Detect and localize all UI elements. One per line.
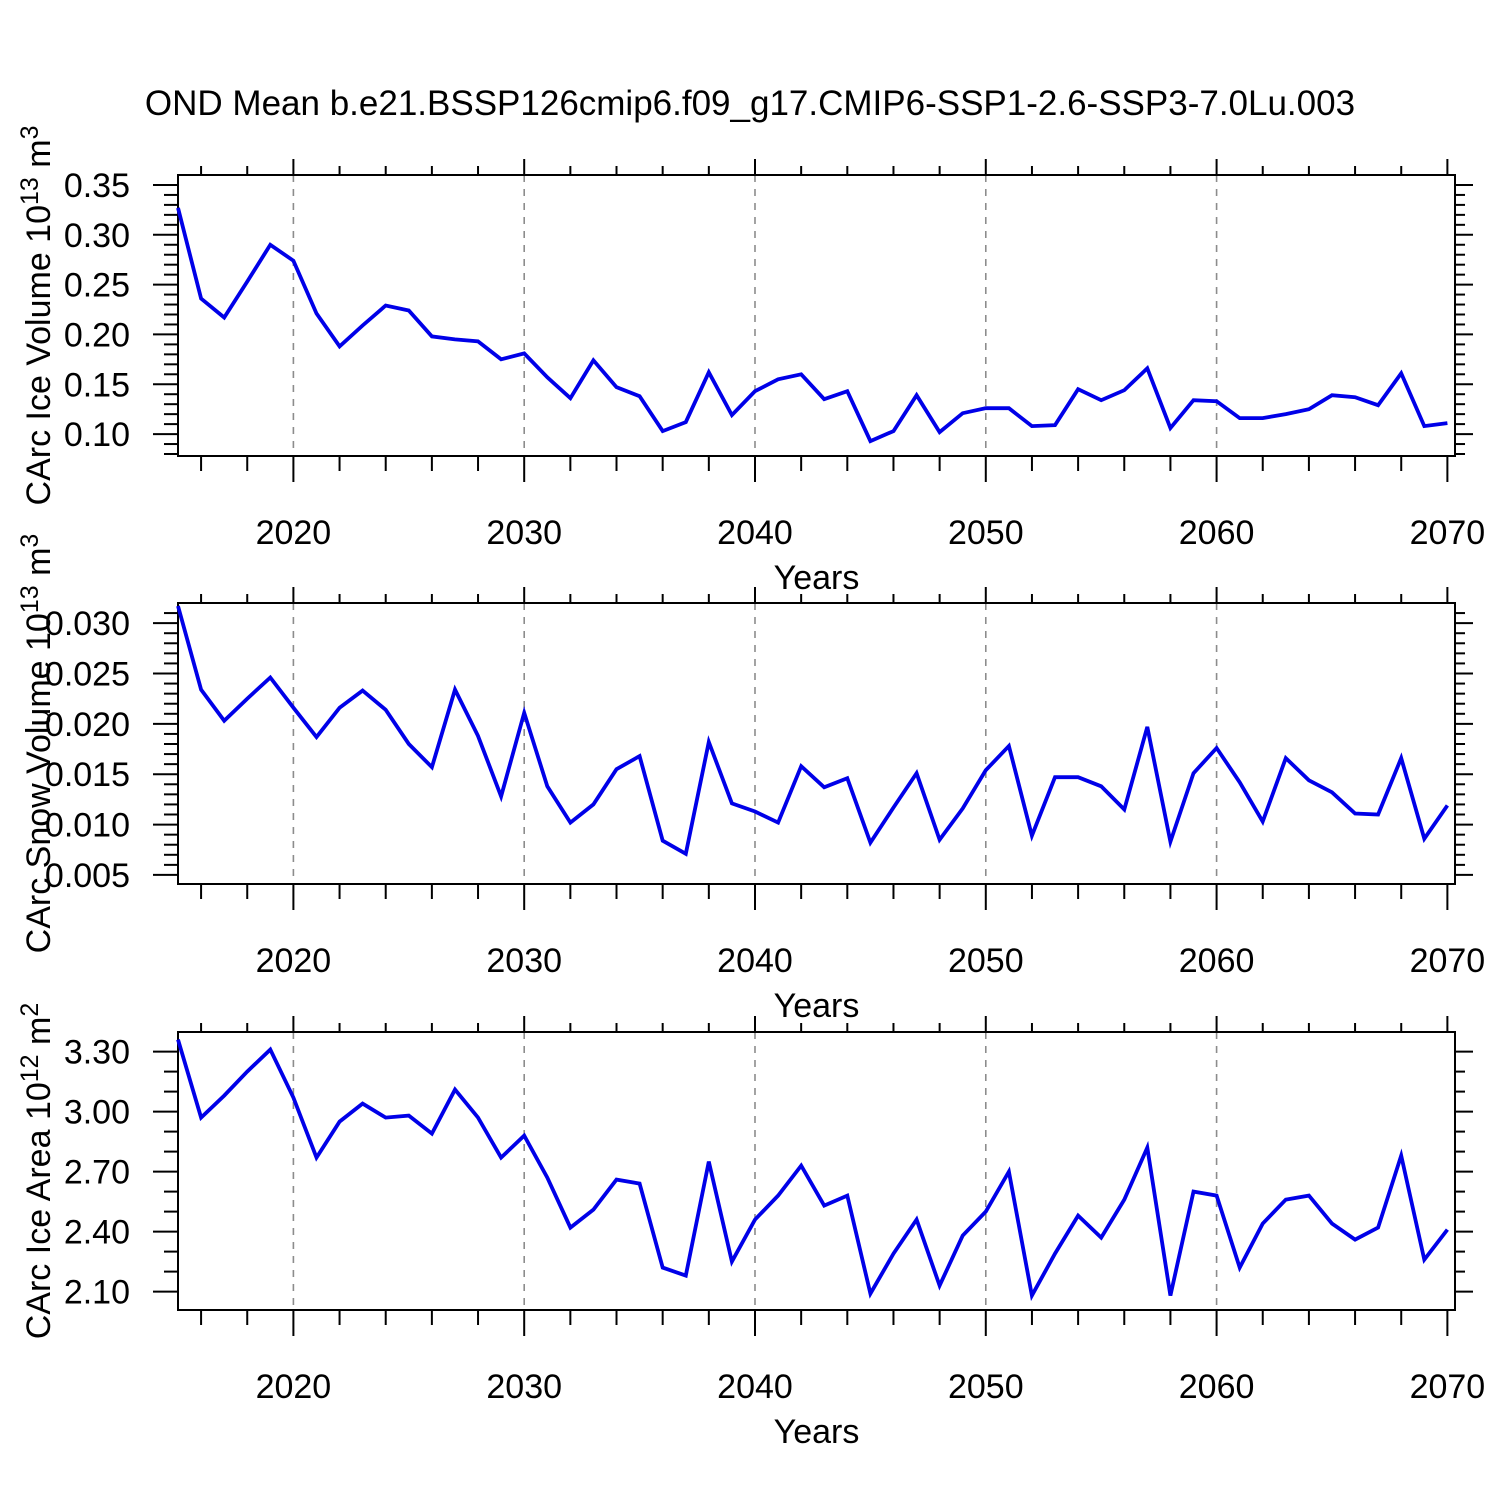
x-axis-label: Years — [774, 987, 860, 1025]
x-tick-label: 2060 — [1179, 942, 1255, 980]
figure-title: OND Mean b.e21.BSSP126cmip6.f09_g17.CMIP… — [144, 84, 1356, 123]
y-tick-label: 0.10 — [64, 416, 130, 454]
x-tick-label: 2050 — [948, 942, 1024, 980]
y-tick-label: 0.20 — [64, 316, 130, 354]
x-tick-label: 2040 — [717, 514, 793, 552]
x-tick-label: 2070 — [1410, 942, 1486, 980]
axis-box — [177, 602, 1456, 885]
x-tick-label: 2050 — [948, 1368, 1024, 1406]
x-tick-label: 2050 — [948, 514, 1024, 552]
x-tick-label: 2030 — [486, 942, 562, 980]
y-tick-label: 0.35 — [64, 167, 130, 205]
axis-box — [177, 1031, 1456, 1311]
y-tick-label: 2.10 — [64, 1274, 130, 1312]
x-tick-label: 2040 — [717, 1368, 793, 1406]
x-tick-label: 2070 — [1410, 1368, 1486, 1406]
y-tick-label: 2.40 — [64, 1214, 130, 1252]
x-tick-label: 2060 — [1179, 514, 1255, 552]
y-tick-label: 0.030 — [45, 605, 130, 643]
y-tick-label: 0.15 — [64, 366, 130, 404]
ice-area-line — [176, 1039, 1449, 1302]
y-tick-label: 0.005 — [45, 857, 130, 895]
x-tick-label: 2020 — [256, 942, 332, 980]
x-axis-label: Years — [774, 1413, 860, 1451]
panel-snow-volume: 2020 2030 2040 2050 2060 2070 0.005 0.010 0.015 0… — [16, 534, 1485, 1025]
y-tick-label: 0.025 — [45, 656, 130, 694]
x-tick-label: 2040 — [717, 942, 793, 980]
axis-box — [177, 174, 1456, 457]
y-tick-label: 3.00 — [64, 1094, 130, 1132]
panel-ice-area: 2020 2030 2040 2050 2060 2070 2.10 2.40 2.70 3.00… — [16, 1003, 1485, 1451]
y-axis-label: CArc Snow Volume 1013 m3 — [16, 534, 58, 954]
x-tick-label: 2020 — [256, 1368, 332, 1406]
x-tick-label: 2070 — [1410, 514, 1486, 552]
x-tick-label: 2030 — [486, 514, 562, 552]
x-axis-label: Years — [774, 559, 860, 597]
y-axis-label: CArc Ice Area 1012 m2 — [16, 1003, 58, 1340]
panel-ice-volume: 2020 2030 2040 2050 2060 2070 0.10 0.15 0.20 0.25… — [16, 126, 1485, 597]
x-tick-label: 2030 — [486, 1368, 562, 1406]
x-tick-label: 2020 — [256, 514, 332, 552]
x-tick-label: 2060 — [1179, 1368, 1255, 1406]
y-tick-label: 3.30 — [64, 1034, 130, 1072]
y-tick-label: 2.70 — [64, 1154, 130, 1192]
y-tick-label: 0.25 — [64, 267, 130, 305]
y-tick-label: 0.010 — [45, 807, 130, 845]
y-tick-label: 0.020 — [45, 706, 130, 744]
ice-volume-line — [176, 207, 1448, 444]
snow-volume-line — [176, 605, 1449, 857]
y-tick-label: 0.30 — [64, 217, 130, 255]
y-axis-label: CArc Ice Volume 1013 m3 — [16, 126, 58, 506]
y-tick-label: 0.015 — [45, 756, 130, 794]
